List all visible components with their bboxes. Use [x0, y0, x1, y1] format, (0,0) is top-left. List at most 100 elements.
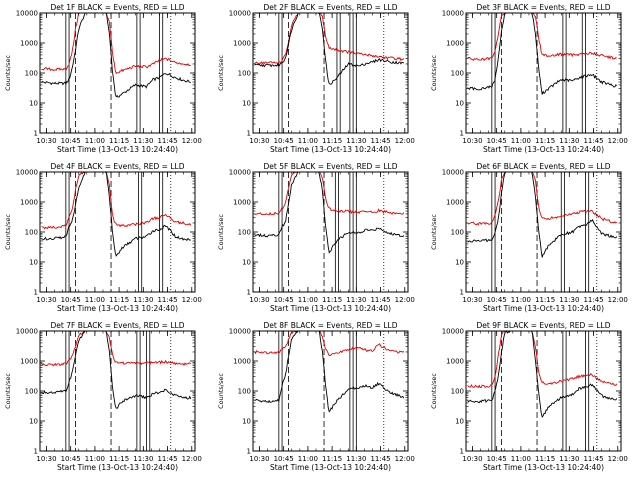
- x-tick-label: 11:00: [85, 296, 105, 304]
- y-tick-label: 10000: [442, 10, 464, 18]
- panel-4: 1 10 100 1000 10000 10:30 10:45 11:00 11:15 11:30…: [4, 162, 202, 313]
- x-tick-label: 12:00: [182, 455, 202, 463]
- y-tick-label: 1000: [20, 199, 38, 207]
- lld-series-line: [41, 331, 192, 367]
- y-tick-label: 10000: [229, 10, 251, 18]
- lld-series-line: [467, 172, 618, 226]
- y-tick-label: 10: [455, 418, 464, 426]
- y-axis-label: Counts/sec: [430, 214, 438, 250]
- y-tick-label: 1000: [233, 199, 251, 207]
- y-tick-label: 10000: [229, 169, 251, 177]
- y-tick-label: 100: [451, 229, 464, 237]
- y-tick-label: 10000: [16, 10, 38, 18]
- y-tick-label: 100: [25, 229, 38, 237]
- x-tick-label: 11:15: [535, 455, 555, 463]
- y-axis-label: Counts/sec: [4, 373, 12, 409]
- x-axis-label: Start Time (13-Oct-13 10:24:40): [57, 463, 178, 472]
- y-tick-label: 10: [242, 100, 251, 108]
- x-tick-label: 10:30: [36, 137, 56, 145]
- y-tick-label: 10000: [16, 169, 38, 177]
- y-tick-label: 10000: [442, 169, 464, 177]
- x-tick-label: 10:30: [249, 296, 269, 304]
- y-tick-label: 1000: [233, 40, 251, 48]
- x-tick-label: 12:00: [182, 296, 202, 304]
- y-tick-label: 100: [238, 388, 251, 396]
- x-axis-label: Start Time (13-Oct-13 10:24:40): [57, 145, 178, 154]
- x-tick-label: 10:45: [274, 455, 294, 463]
- events-series-line: [467, 331, 618, 419]
- x-tick-label: 12:00: [608, 455, 628, 463]
- x-tick-label: 10:30: [36, 296, 56, 304]
- x-tick-label: 11:15: [535, 296, 555, 304]
- panel-1: 1 10 100 1000 10000 10:30 10:45 11:00 11:15 11:30…: [4, 3, 202, 154]
- x-tick-label: 11:00: [85, 455, 105, 463]
- x-tick-label: 10:30: [36, 455, 56, 463]
- x-tick-label: 11:15: [535, 137, 555, 145]
- x-tick-label: 11:30: [346, 296, 366, 304]
- x-tick-label: 11:45: [157, 296, 177, 304]
- plot-frame: [465, 12, 622, 134]
- y-tick-label: 100: [238, 70, 251, 78]
- x-tick-label: 10:30: [249, 137, 269, 145]
- y-tick-label: 1: [460, 448, 464, 456]
- y-tick-label: 100: [451, 388, 464, 396]
- y-tick-label: 10: [29, 259, 38, 267]
- x-tick-label: 11:45: [157, 455, 177, 463]
- x-tick-label: 10:45: [487, 296, 507, 304]
- x-tick-label: 12:00: [395, 296, 415, 304]
- lld-series-line: [467, 13, 617, 62]
- panel-8: 1 10 100 1000 10000 10:30 10:45 11:00 11:15 11:30…: [217, 321, 415, 472]
- y-tick-label: 1000: [446, 40, 464, 48]
- x-tick-label: 10:30: [462, 455, 482, 463]
- y-tick-label: 1: [460, 130, 464, 138]
- x-tick-label: 11:00: [85, 137, 105, 145]
- x-tick-label: 11:00: [511, 137, 531, 145]
- y-axis-label: Counts/sec: [217, 214, 225, 250]
- x-tick-label: 11:00: [298, 455, 318, 463]
- x-tick-label: 11:15: [109, 455, 129, 463]
- y-tick-label: 10: [455, 100, 464, 108]
- y-tick-label: 1000: [20, 40, 38, 48]
- x-tick-label: 11:30: [346, 455, 366, 463]
- panel-5: 1 10 100 1000 10000 10:30 10:45 11:00 11:15 11:30…: [217, 162, 415, 313]
- lld-series-line: [254, 13, 405, 65]
- x-tick-label: 11:30: [559, 455, 579, 463]
- x-tick-label: 10:45: [61, 455, 81, 463]
- y-tick-label: 1: [247, 448, 251, 456]
- x-tick-label: 12:00: [395, 455, 415, 463]
- panel-title: Det 1F BLACK = Events, RED = LLD: [51, 3, 185, 12]
- x-tick-label: 11:45: [370, 455, 390, 463]
- panel-2: 1 10 100 1000 10000 10:30 10:45 11:00 11:15 11:30…: [217, 3, 415, 154]
- x-tick-label: 11:00: [511, 455, 531, 463]
- y-tick-label: 1: [247, 289, 251, 297]
- x-axis-label: Start Time (13-Oct-13 10:24:40): [57, 304, 178, 313]
- x-tick-label: 10:45: [61, 296, 81, 304]
- x-tick-label: 11:15: [109, 296, 129, 304]
- panel-title: Det 7F BLACK = Events, RED = LLD: [51, 321, 185, 330]
- x-axis-label: Start Time (13-Oct-13 10:24:40): [483, 304, 604, 313]
- x-tick-label: 11:30: [133, 296, 153, 304]
- x-tick-label: 11:30: [133, 137, 153, 145]
- panel-title: Det 3F BLACK = Events, RED = LLD: [477, 3, 611, 12]
- panel-title: Det 5F BLACK = Events, RED = LLD: [264, 162, 398, 171]
- y-axis-label: Counts/sec: [217, 55, 225, 91]
- y-tick-label: 10000: [442, 328, 464, 336]
- x-tick-label: 11:30: [133, 455, 153, 463]
- y-tick-label: 10: [242, 418, 251, 426]
- x-tick-label: 10:45: [487, 455, 507, 463]
- panel-title: Det 9F BLACK = Events, RED = LLD: [477, 321, 611, 330]
- events-series-line: [467, 13, 618, 95]
- x-tick-label: 11:45: [583, 137, 603, 145]
- y-tick-label: 1000: [233, 358, 251, 366]
- y-tick-label: 10: [242, 259, 251, 267]
- y-tick-label: 100: [451, 70, 464, 78]
- y-tick-label: 10: [29, 418, 38, 426]
- plot-frame: [465, 171, 622, 293]
- y-axis-label: Counts/sec: [430, 373, 438, 409]
- y-tick-label: 1000: [20, 358, 38, 366]
- events-series-line: [41, 13, 191, 98]
- x-tick-label: 11:45: [370, 137, 390, 145]
- plot-frame: [252, 330, 409, 452]
- x-tick-label: 12:00: [395, 137, 415, 145]
